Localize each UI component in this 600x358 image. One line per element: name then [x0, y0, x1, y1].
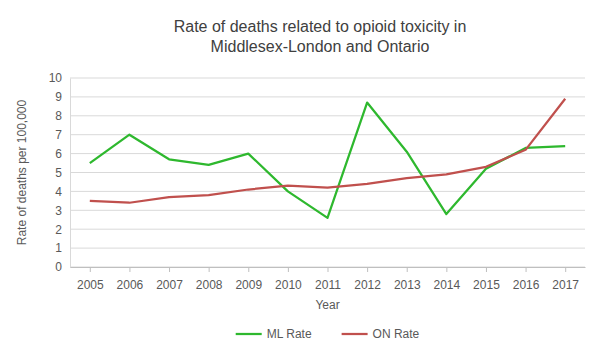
legend: ML Rate ON Rate	[236, 327, 420, 341]
legend-item: ON Rate	[342, 327, 420, 341]
grid-line	[70, 78, 585, 79]
x-tick-label: 2005	[77, 278, 104, 292]
y-tick: 9	[55, 90, 70, 104]
x-tick: 2005	[77, 267, 104, 292]
x-tick-mark	[526, 267, 527, 272]
x-tick: 2009	[235, 267, 262, 292]
grid-line	[70, 96, 585, 97]
grid	[70, 78, 585, 267]
y-tick-label: 5	[55, 166, 62, 180]
x-tick-label: 2010	[275, 278, 302, 292]
x-tick-mark	[129, 267, 130, 272]
x-tick-mark	[248, 267, 249, 272]
y-tick-label: 6	[55, 147, 62, 161]
grid-line	[70, 153, 585, 154]
series-group	[90, 99, 565, 218]
y-tick: 3	[55, 204, 70, 218]
y-tick-label: 7	[55, 128, 62, 142]
x-tick-mark	[288, 267, 289, 272]
y-tick: 6	[55, 147, 70, 161]
x-tick: 2016	[513, 267, 540, 292]
legend-swatch	[342, 333, 368, 335]
legend-label: ML Rate	[267, 327, 312, 341]
title-line: Rate of deaths related to opioid toxicit…	[174, 18, 467, 35]
y-axis: 0 1 2 3 4 5 6 7 8 9 10	[49, 71, 71, 274]
x-tick-label: 2013	[394, 278, 421, 292]
grid-line	[70, 248, 585, 249]
x-tick-label: 2007	[156, 278, 183, 292]
x-tick-label: 2009	[235, 278, 262, 292]
y-tick-label: 9	[55, 90, 62, 104]
grid-line	[70, 115, 585, 116]
y-tick: 0	[55, 260, 70, 274]
x-tick-mark	[565, 267, 566, 272]
x-tick-mark	[328, 267, 329, 272]
y-tick: 8	[55, 109, 70, 123]
title: Rate of deaths related to opioid toxicit…	[174, 18, 467, 55]
x-tick: 2012	[354, 267, 381, 292]
legend-swatch	[236, 333, 262, 335]
x-tick: 2011	[315, 267, 341, 292]
legend-item: ML Rate	[236, 327, 312, 341]
x-tick-mark	[446, 267, 447, 272]
x-tick: 2007	[156, 267, 183, 292]
y-tick-label: 0	[55, 260, 62, 274]
x-tick-label: 2017	[552, 278, 579, 292]
x-tick: 2010	[275, 267, 302, 292]
y-tick-label: 1	[55, 241, 62, 255]
y-tick-label: 8	[55, 109, 62, 123]
x-tick-mark	[486, 267, 487, 272]
y-axis-title: Rate of deaths per 100,000	[15, 99, 29, 245]
y-tick-label: 3	[55, 204, 62, 218]
grid-line	[70, 172, 585, 173]
x-axis: 2005 2006 2007 2008 2009 2010 2011 2012 2013 2014…	[71, 267, 586, 292]
y-tick: 7	[55, 128, 70, 142]
y-tick-label: 4	[55, 185, 62, 199]
grid-line	[70, 210, 585, 211]
x-tick-label: 2015	[473, 278, 500, 292]
y-axis-line	[70, 79, 71, 268]
y-tick: 4	[55, 185, 70, 199]
x-tick-label: 2016	[513, 278, 540, 292]
x-tick-label: 2014	[433, 278, 460, 292]
grid-line	[70, 191, 585, 192]
x-axis-title: Year	[315, 298, 339, 312]
y-tick: 5	[55, 166, 70, 180]
x-tick: 2013	[394, 267, 421, 292]
x-tick-mark	[169, 267, 170, 272]
series-line	[90, 103, 565, 218]
x-tick-label: 2011	[315, 278, 341, 292]
x-tick: 2017	[552, 267, 579, 292]
grid-line	[70, 134, 585, 135]
grid-line	[70, 229, 585, 230]
x-tick: 2014	[433, 267, 460, 292]
chart: Rate of deaths related to opioid toxicit…	[0, 0, 600, 358]
y-tick-label: 10	[49, 71, 63, 85]
x-tick-mark	[367, 267, 368, 272]
legend-label: ON Rate	[373, 327, 420, 341]
x-tick-label: 2006	[117, 278, 144, 292]
y-tick: 1	[55, 241, 70, 255]
y-tick: 10	[49, 71, 70, 85]
x-tick: 2006	[117, 267, 144, 292]
x-tick-mark	[407, 267, 408, 272]
x-tick-mark	[209, 267, 210, 272]
x-tick-label: 2008	[196, 278, 223, 292]
x-tick-label: 2012	[354, 278, 381, 292]
x-tick: 2015	[473, 267, 500, 292]
y-tick-label: 2	[55, 223, 62, 237]
x-tick: 2008	[196, 267, 223, 292]
title-line: Middlesex-London and Ontario	[211, 38, 430, 55]
series-line	[90, 99, 565, 203]
x-tick-mark	[90, 267, 91, 272]
plot: 0 1 2 3 4 5 6 7 8 9 10 2005 2006 2007 2008 2009 2010 2011…	[49, 71, 586, 291]
y-tick: 2	[55, 223, 70, 237]
